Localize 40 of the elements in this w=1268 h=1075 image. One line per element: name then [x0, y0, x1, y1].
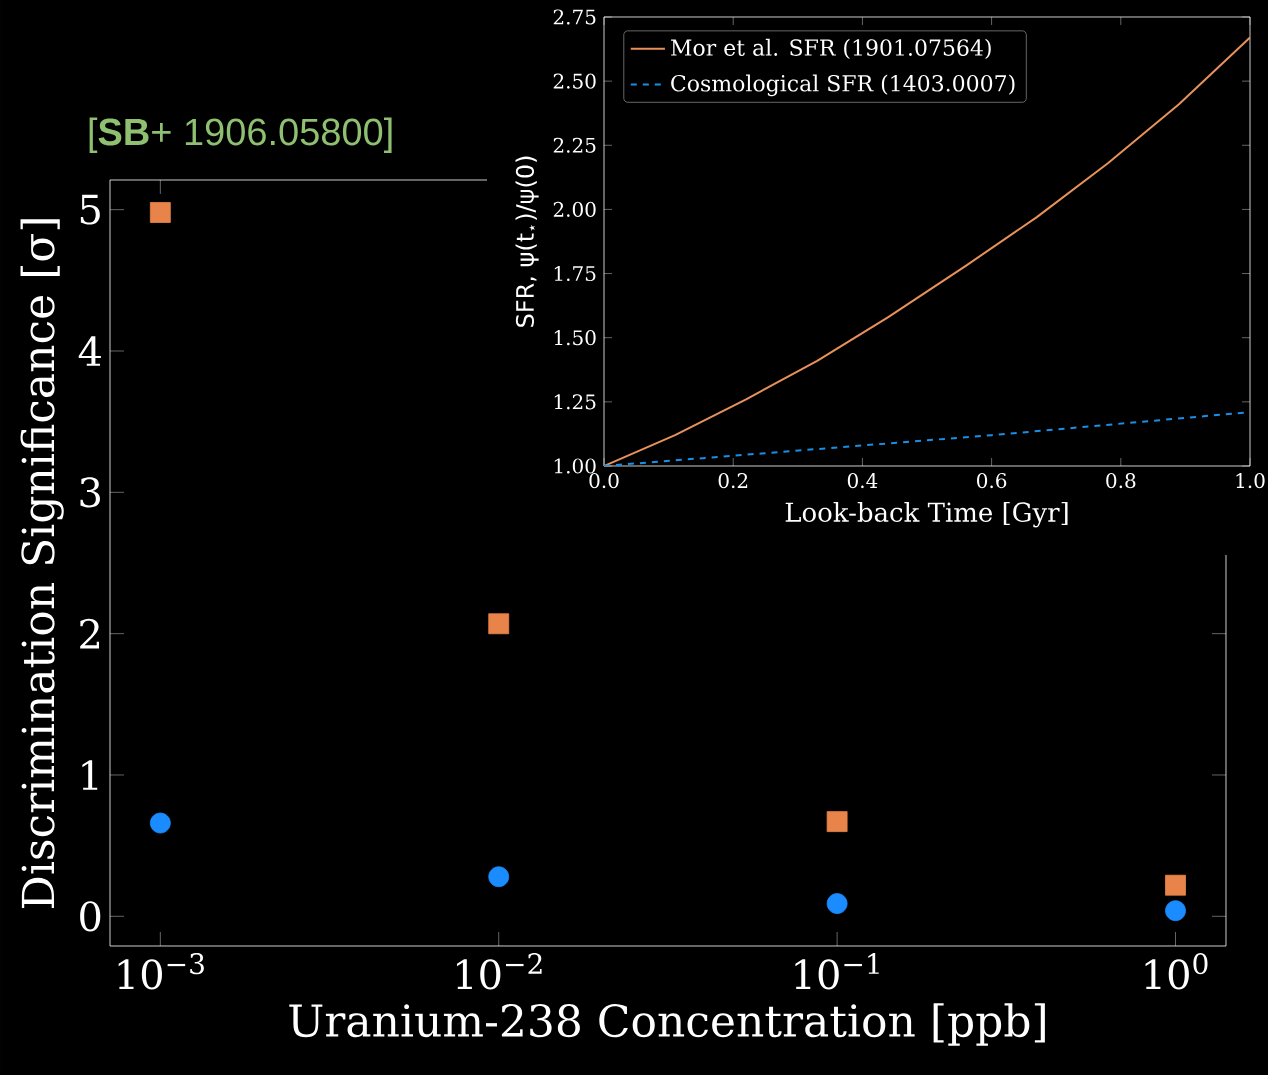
y-tick-label: 1.25 — [554, 394, 596, 410]
y-axis-title: SFR, ψ(t$_{⋆}$)/ψ(0) — [515, 156, 539, 327]
x-tick-label: 0.0 — [589, 473, 619, 489]
x-tick-label: 10$^{−2}$ — [457, 953, 542, 990]
y-tick-label: 1.00 — [554, 458, 596, 474]
line-series — [604, 36, 1251, 466]
y-tick-label: 2.00 — [553, 201, 596, 217]
point — [1165, 874, 1186, 896]
x-tick-label: 0.4 — [847, 473, 878, 489]
point — [826, 893, 848, 914]
y-tick-label: 2 — [80, 618, 99, 649]
y-tick-label: 2.25 — [553, 137, 596, 153]
x-tick-label: 1.0 — [1236, 473, 1265, 489]
y-tick-label: 2.75 — [553, 9, 596, 25]
x-tick-label: 10$^{−3}$ — [118, 953, 204, 990]
point — [1165, 900, 1186, 922]
legend-label: Cosmological SFR (1403.0007) — [671, 74, 1015, 97]
point — [488, 866, 510, 888]
x-tick-label: 0.2 — [718, 473, 748, 489]
point — [149, 202, 171, 223]
y-axis-title: Discrimination Significance [σ] — [20, 219, 64, 909]
point — [826, 811, 848, 833]
y-tick-label: 0 — [80, 901, 101, 932]
y-tick-label: 5 — [80, 194, 100, 225]
x-axis-title: Uranium-238 Concentration [ppb] — [289, 1003, 1045, 1046]
x-tick-label: 0.8 — [1106, 473, 1136, 489]
y-tick-label: 4 — [78, 336, 101, 366]
x-tick-label: 0.6 — [977, 473, 1007, 489]
y-tick-label: 2.50 — [553, 73, 596, 89]
y-tick-label: 3 — [80, 477, 100, 508]
y-tick-label: 1.50 — [554, 330, 596, 346]
x-tick-label: 10$^{0}$ — [1145, 953, 1208, 990]
point — [149, 812, 171, 834]
y-tick-label: 1 — [82, 760, 98, 790]
chart-title: [SB+ 1906.05800] — [89, 117, 392, 153]
x-tick-label: 10$^{−1}$ — [795, 953, 879, 990]
x-axis-title: Look-back Time [Gyr] — [785, 501, 1068, 528]
y-tick-label: 1.75 — [554, 265, 596, 282]
point — [488, 613, 510, 635]
legend-label: Mor et al. SFR (1901.07564) — [671, 38, 991, 59]
